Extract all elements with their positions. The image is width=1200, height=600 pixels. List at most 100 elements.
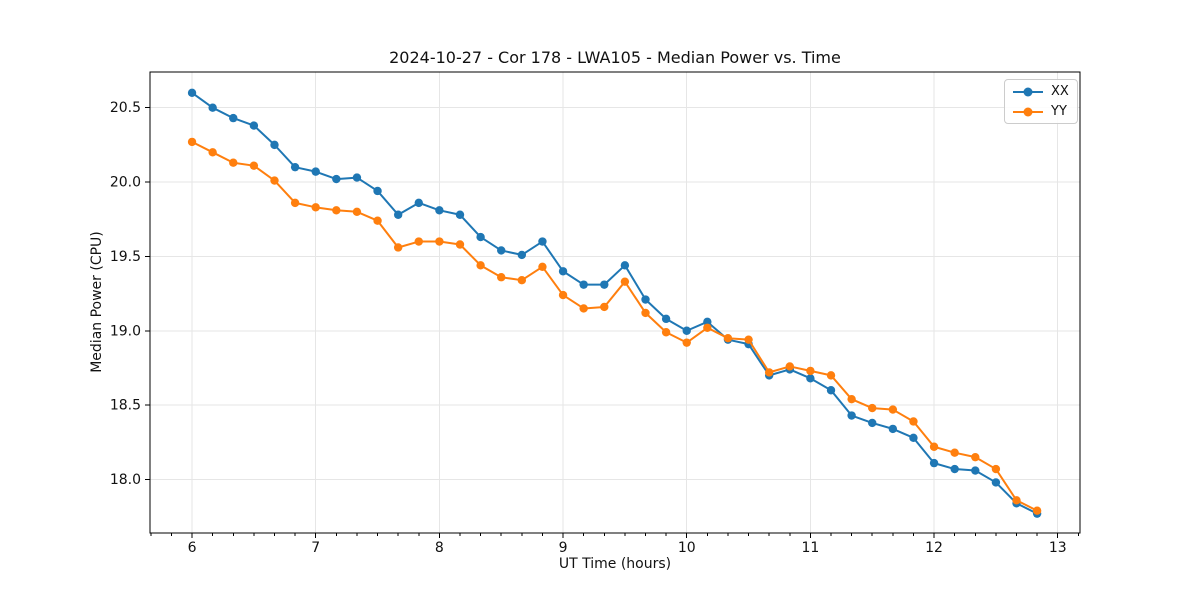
data-point-yy (991, 464, 1001, 474)
data-point-yy (620, 277, 630, 286)
data-point-yy (826, 371, 836, 380)
data-point-yy (352, 207, 362, 216)
data-point-xx (249, 121, 259, 130)
data-point-yy (868, 403, 877, 413)
data-point-xx (455, 210, 465, 219)
data-point-xx (558, 267, 568, 276)
y-tick-label: 18.5 (110, 398, 141, 414)
data-point-yy (517, 275, 527, 285)
y-tick-label: 18.0 (110, 472, 141, 488)
y-tick-label: 20.5 (110, 100, 141, 116)
series-yy (187, 137, 1042, 515)
axis-ticks (145, 107, 1079, 538)
data-point-xx (991, 478, 1001, 487)
data-point-xx (661, 314, 671, 324)
x-tick-label: 7 (311, 540, 320, 556)
data-point-xx (538, 237, 547, 246)
data-point-yy (744, 335, 753, 344)
data-point-xx (208, 103, 217, 112)
data-point-yy (476, 261, 485, 270)
data-point-xx (971, 466, 980, 475)
data-point-xx (620, 261, 630, 270)
x-tick-label: 10 (678, 540, 696, 556)
data-point-xx (517, 250, 527, 260)
data-point-xx (888, 424, 898, 434)
chart-title: 2024-10-27 - Cor 178 - LWA105 - Median P… (389, 48, 841, 67)
data-point-yy (497, 273, 506, 282)
data-point-yy (290, 198, 300, 208)
data-point-xx (703, 317, 712, 327)
x-tick-label: 12 (925, 540, 943, 556)
data-point-yy (909, 417, 918, 426)
data-point-xx (847, 411, 856, 420)
data-point-yy (661, 328, 671, 337)
data-point-xx (950, 464, 959, 474)
y-tick-label: 19.0 (110, 323, 141, 339)
data-point-xx (270, 140, 279, 150)
grid-lines (150, 72, 1080, 533)
data-point-xx (868, 418, 877, 428)
data-point-yy (764, 368, 774, 377)
data-point-xx (806, 374, 815, 383)
data-point-yy (971, 452, 980, 462)
legend-item-yy: YY (1013, 104, 1069, 119)
data-point-yy (414, 237, 423, 246)
data-point-yy (641, 308, 650, 318)
y-tick-label: 20.0 (110, 175, 141, 191)
data-point-yy (332, 206, 341, 215)
data-point-xx (187, 88, 197, 98)
data-point-xx (476, 232, 485, 242)
x-tick-label: 13 (1049, 540, 1067, 556)
data-point-xx (311, 167, 320, 176)
y-axis-label: Median Power (CPU) (89, 231, 105, 373)
plot-frame (149, 71, 1081, 534)
data-point-xx (579, 280, 588, 289)
y-tick-label: 19.5 (110, 249, 141, 265)
tick-labels: 6 7 8 9 10 11 12 13 18.0 18.5 19.0 19.5 20.0 20.5 (110, 100, 1067, 556)
data-point-yy (558, 290, 568, 300)
data-point-yy (435, 237, 444, 246)
data-point-xx (373, 186, 382, 196)
data-point-yy (1012, 496, 1021, 505)
data-point-yy (373, 216, 382, 225)
data-point-xx (497, 246, 506, 255)
data-point-xx (826, 386, 836, 395)
data-point-xx (393, 210, 403, 219)
data-point-yy (579, 304, 588, 313)
data-point-yy (187, 137, 197, 147)
data-point-yy (682, 338, 691, 347)
data-point-xx (229, 113, 238, 123)
data-point-yy (208, 148, 217, 157)
legend-line-marker-icon (1013, 106, 1043, 117)
x-tick-label: 9 (559, 540, 568, 556)
data-point-yy (600, 302, 609, 312)
legend-label-yy: YY (1051, 104, 1067, 119)
x-axis-label: UT Time (hours) (558, 556, 672, 572)
data-point-xx (929, 458, 939, 468)
data-point-yy (785, 362, 794, 371)
data-point-yy (311, 203, 320, 212)
legend-item-xx: XX (1013, 84, 1069, 99)
data-point-yy (229, 158, 238, 167)
data-point-yy (393, 243, 403, 252)
x-tick-label: 6 (188, 540, 197, 556)
data-point-yy (806, 366, 815, 376)
data-point-yy (929, 442, 939, 451)
data-point-yy (249, 161, 259, 170)
legend-line-marker-icon (1013, 86, 1043, 97)
data-point-xx (290, 162, 300, 172)
data-point-xx (332, 174, 341, 184)
data-point-yy (950, 448, 959, 457)
data-point-yy (455, 240, 465, 249)
data-point-yy (703, 323, 712, 332)
data-point-xx (909, 433, 918, 443)
data-point-yy (723, 333, 733, 343)
x-tick-label: 8 (435, 540, 444, 556)
data-point-yy (270, 176, 279, 185)
data-point-yy (1032, 506, 1042, 515)
data-point-xx (682, 326, 691, 335)
data-point-yy (888, 405, 898, 414)
data-point-xx (414, 198, 423, 208)
